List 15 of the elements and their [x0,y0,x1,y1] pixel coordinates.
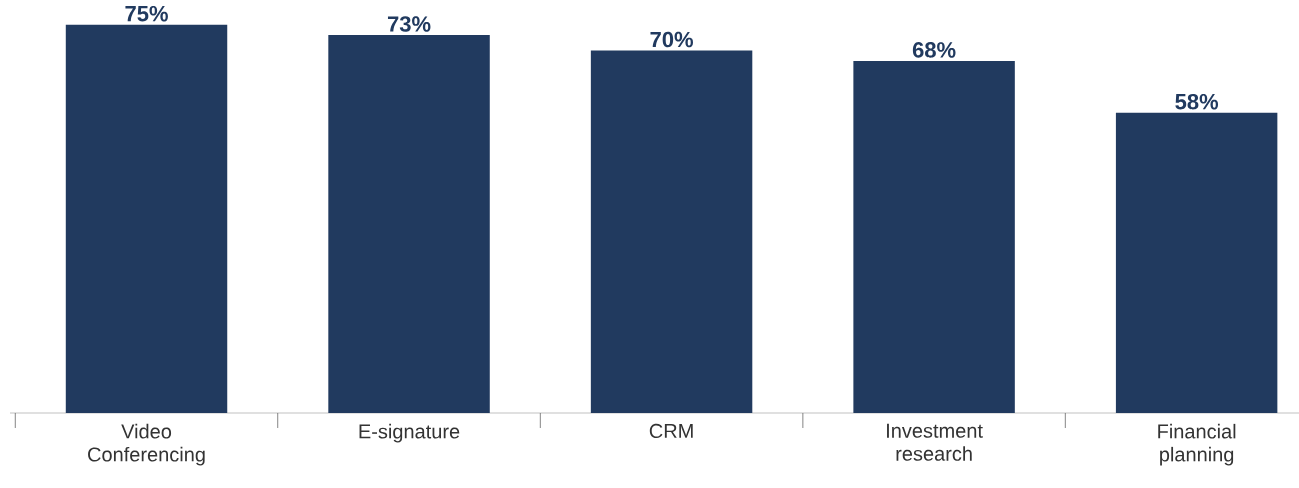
data-label: 58% [1175,93,1219,110]
bar [65,24,228,413]
x-tick-label: Investment research [887,423,983,461]
bar [328,35,490,413]
data-label: 75% [125,5,168,22]
x-tick-label: E-signature [359,423,460,443]
x-tick-label: CRM [649,423,693,439]
x-tick-label: Video Conferencing [88,423,205,466]
bar [1115,112,1278,413]
data-label: 70% [650,31,693,48]
data-label: 73% [387,16,431,32]
bar [590,50,753,413]
data-label: 68% [912,42,956,58]
bar [853,60,1015,413]
x-tick-label: Financial planning [1158,423,1236,466]
